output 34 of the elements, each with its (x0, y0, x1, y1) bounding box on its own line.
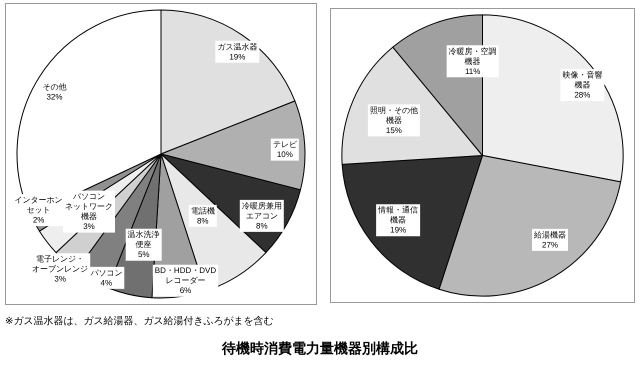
slice-label: ガス温水器 (217, 42, 258, 52)
data-label: 6% (180, 286, 192, 296)
data-label: 8% (196, 216, 209, 226)
data-label: 32% (46, 92, 62, 102)
data-label: 11% (464, 66, 480, 76)
slice-label: 照明・その他機器 (370, 106, 418, 125)
data-label: 3% (83, 222, 95, 232)
data-label: 28% (574, 90, 590, 100)
data-label: 10% (276, 150, 293, 160)
slice-label: 冷暖房兼用エアコン (242, 201, 282, 220)
data-label: 3% (54, 274, 66, 284)
data-label: 27% (542, 240, 558, 250)
slice-label: 情報・通信機器 (377, 206, 418, 225)
slice-label: 冷暖房・空調機器 (448, 46, 497, 66)
data-label: 19% (229, 52, 246, 62)
slice-label: その他 (42, 82, 66, 92)
data-label: 15% (386, 126, 402, 135)
data-label: 19% (390, 226, 406, 235)
slice-label: テレビ (272, 140, 298, 150)
slice-label: 電話機 (190, 206, 215, 216)
slice-label: 給湯機器 (533, 230, 566, 240)
slice-label: パソコンネットワーク機器 (65, 192, 113, 222)
data-label: 2% (32, 216, 44, 225)
slice-label: インターホンセット (14, 196, 63, 215)
text: ※ガス温水器は、ガス給湯器、ガス給湯付きふろがまを含む (5, 314, 274, 328)
slice-label: 電子レンジ・オーブンレンジ (32, 254, 88, 274)
data-label: 4% (100, 278, 112, 288)
slice-label: パソコン (89, 268, 122, 278)
slice-label: 映像・音響機器 (562, 70, 602, 90)
data-label: 5% (138, 250, 150, 260)
slice-label: 温水洗浄便座 (128, 230, 160, 250)
data-label: 8% (256, 221, 268, 230)
slice-label: BD・HDD・DVDレコーダー (154, 266, 216, 286)
text: 待機時消費電力量機器別構成比 (220, 340, 419, 358)
